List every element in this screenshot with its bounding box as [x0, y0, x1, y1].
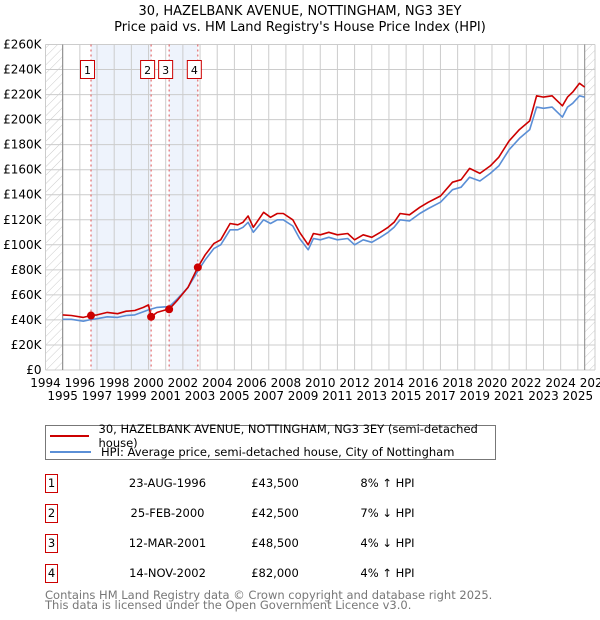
x-tick-label: 2013 [356, 389, 387, 403]
chart-subtitle: Price paid vs. HM Land Registry's House … [114, 20, 486, 35]
no-data-hatch [45, 44, 63, 370]
y-tick-label: £40K [11, 313, 43, 327]
y-tick-label: £180K [3, 138, 43, 152]
x-tick-label: 2025 [563, 389, 594, 403]
transaction-hpi-diff: 7% ↓ HPI [360, 506, 415, 520]
transaction-hpi-diff: 4% ↑ HPI [360, 566, 415, 580]
y-tick-label: £100K [3, 238, 43, 252]
x-tick-label: 2009 [288, 389, 319, 403]
sale-marker-number: 1 [84, 64, 91, 77]
x-tick-label: 1996 [65, 376, 96, 390]
transaction-price: £43,500 [251, 476, 299, 490]
y-tick-label: £200K [3, 113, 43, 127]
sale-marker-number: 4 [191, 64, 198, 77]
ownership-shade [91, 44, 152, 370]
footer-licence: This data is licensed under the Open Gov… [45, 598, 412, 612]
transaction-badge: 1 [45, 474, 58, 493]
transaction-date: 12-MAR-2001 [128, 536, 207, 550]
transaction-price: £42,500 [251, 506, 299, 520]
transaction-badge: 4 [45, 564, 58, 583]
x-tick-label: 2005 [219, 389, 250, 403]
sale-marker-number: 3 [162, 64, 169, 77]
sale-point [87, 311, 96, 320]
no-data-hatch [584, 44, 595, 370]
legend-label-hpi: HPI: Average price, semi-detached house,… [101, 445, 455, 459]
sale-marker-badge [158, 60, 174, 79]
transaction-badge: 2 [45, 504, 58, 523]
y-tick-label: £60K [11, 288, 43, 302]
x-tick-label: 2001 [150, 389, 181, 403]
sale-marker-badge [80, 60, 96, 79]
x-tick-label: 1998 [99, 376, 130, 390]
transaction-date: 14-NOV-2002 [129, 566, 206, 580]
legend-swatch-property [50, 435, 89, 437]
chart-title: 30, HAZELBANK AVENUE, NOTTINGHAM, NG3 3E… [138, 4, 462, 19]
x-tick-label: 1997 [82, 389, 113, 403]
x-tick-label: 2012 [339, 376, 370, 390]
sale-point [147, 312, 156, 321]
x-tick-label: 2024 [545, 376, 576, 390]
transaction-row: 4 14-NOV-2002 £82,000 4% ↑ HPI [45, 564, 495, 584]
legend-item-hpi: HPI: Average price, semi-detached house,… [50, 444, 454, 460]
y-tick-label: £220K [3, 88, 43, 102]
sale-point [193, 263, 202, 272]
x-tick-label: 2003 [185, 389, 216, 403]
x-tick-label: 2026 [580, 376, 600, 390]
x-tick-label: 2023 [528, 389, 559, 403]
legend-label-property: 30, HAZELBANK AVENUE, NOTTINGHAM, NG3 3E… [98, 422, 478, 450]
x-tick-label: 2017 [425, 389, 456, 403]
x-tick-label: 2000 [133, 376, 164, 390]
y-tick-label: £140K [3, 188, 43, 202]
x-tick-label: 2008 [271, 376, 302, 390]
sale-marker-badge [186, 60, 202, 79]
y-tick-label: £0 [26, 363, 41, 377]
x-tick-label: 2019 [460, 389, 491, 403]
x-tick-label: 2022 [511, 376, 542, 390]
x-tick-label: 2016 [408, 376, 439, 390]
x-tick-label: 1994 [30, 376, 61, 390]
x-tick-label: 2018 [442, 376, 473, 390]
transaction-badge: 3 [45, 534, 58, 553]
x-tick-label: 2020 [477, 376, 508, 390]
x-tick-label: 2014 [374, 376, 405, 390]
x-tick-label: 1999 [116, 389, 147, 403]
transaction-price: £82,000 [251, 566, 299, 580]
x-tick-label: 2002 [168, 376, 199, 390]
price-chart: 1994199519961997199819992000200120022003… [3, 38, 600, 404]
sale-point [165, 305, 174, 314]
legend-swatch-hpi [50, 451, 91, 453]
transaction-row: 2 25-FEB-2000 £42,500 7% ↓ HPI [45, 504, 495, 524]
x-tick-label: 1995 [47, 389, 78, 403]
y-tick-label: £80K [11, 263, 43, 277]
ownership-shade [169, 44, 198, 370]
footer-copyright: Contains HM Land Registry data © Crown c… [45, 588, 493, 602]
x-tick-label: 2006 [236, 376, 267, 390]
legend: 30, HAZELBANK AVENUE, NOTTINGHAM, NG3 3E… [45, 422, 496, 460]
x-tick-label: 2010 [305, 376, 336, 390]
y-tick-label: £240K [3, 63, 43, 77]
transaction-date: 25-FEB-2000 [130, 506, 205, 520]
sale-marker-badge [140, 60, 156, 79]
transaction-date: 23-AUG-1996 [128, 476, 207, 490]
x-tick-label: 2021 [494, 389, 525, 403]
transaction-price: £48,500 [251, 536, 299, 550]
sale-marker-number: 2 [144, 64, 151, 77]
hpi-series-line [62, 95, 585, 322]
transaction-hpi-diff: 8% ↑ HPI [360, 476, 415, 490]
y-tick-label: £20K [11, 338, 43, 352]
transaction-row: 1 23-AUG-1996 £43,500 8% ↑ HPI [45, 474, 495, 494]
y-tick-label: £160K [3, 163, 43, 177]
y-tick-label: £120K [3, 213, 43, 227]
x-tick-label: 2004 [202, 376, 233, 390]
x-tick-label: 2015 [391, 389, 422, 403]
x-tick-label: 2007 [253, 389, 284, 403]
transaction-hpi-diff: 4% ↓ HPI [360, 536, 415, 550]
x-tick-label: 2011 [322, 389, 353, 403]
y-tick-label: £260K [3, 38, 43, 52]
legend-item-property: 30, HAZELBANK AVENUE, NOTTINGHAM, NG3 3E… [50, 422, 495, 450]
transaction-row: 3 12-MAR-2001 £48,500 4% ↓ HPI [45, 534, 495, 554]
